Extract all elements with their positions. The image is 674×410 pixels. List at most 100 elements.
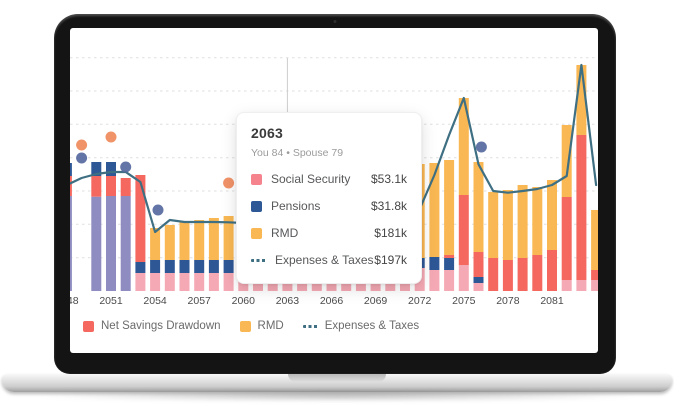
bar-segment-net[interactable] [91, 176, 102, 197]
x-axis-tick-label: 2078 [496, 295, 520, 307]
x-axis-tick-label: 2063 [276, 295, 300, 307]
bar-segment-pensions[interactable] [444, 258, 455, 270]
tooltip-row-label: Pensions [271, 199, 321, 213]
bar-segment-net[interactable] [547, 250, 557, 291]
laptop-camera-dot [333, 20, 337, 23]
dashed-line-swatch-icon [302, 324, 318, 328]
bar-segment-net[interactable] [517, 258, 528, 291]
bar-segment-net[interactable] [120, 178, 131, 196]
x-axis-tick-label: 2060 [232, 295, 256, 307]
bar-segment-ss[interactable] [444, 270, 455, 291]
x-axis-tick-label: 2051 [99, 295, 123, 307]
legend-item[interactable]: Expenses & Taxes [302, 320, 419, 332]
bar-segment-rmd[interactable] [502, 190, 513, 260]
bar-segment-rmd[interactable] [547, 180, 557, 250]
legend-item-label: RMD [257, 320, 284, 332]
bar-segment-rmd[interactable] [532, 187, 543, 255]
scatter-dot-orange [76, 139, 88, 151]
laptop-screen: 2048 2051 2054 2057 2060 2063 2066 2069 2072 2075… [70, 28, 598, 353]
bar-segment-rmd[interactable] [179, 222, 190, 260]
bar-segment-rmd[interactable] [223, 216, 234, 260]
legend-item[interactable]: Net Savings Drawdown [83, 320, 221, 332]
bar-segment-net[interactable] [532, 255, 543, 291]
bar-segment-net[interactable] [106, 176, 116, 196]
x-axis-tick-label: 2048 [70, 295, 79, 307]
bar-segment-rmd[interactable] [488, 192, 499, 258]
laptop-shadow [36, 391, 638, 401]
bar-segment-pensions[interactable] [223, 260, 234, 273]
bar-segment-pensions[interactable] [135, 262, 146, 273]
legend-item-label: Net Savings Drawdown [101, 320, 221, 332]
bar-segment-purple[interactable] [91, 196, 102, 292]
rmd-swatch-icon [239, 320, 251, 332]
bar-segment-pensions[interactable] [473, 277, 484, 283]
bar-segment-net[interactable] [488, 258, 499, 291]
bar-segment-rmd[interactable] [429, 163, 440, 257]
bar-segment-ss[interactable] [591, 280, 598, 291]
bar-segment-ss[interactable] [429, 270, 440, 291]
tooltip-row-label: RMD [271, 226, 299, 240]
bar-segment-rmd[interactable] [576, 65, 587, 135]
bar-segment-rmd[interactable] [473, 162, 484, 252]
legend-item[interactable]: RMD [239, 320, 284, 332]
bar-segment-pensions[interactable] [164, 260, 175, 273]
chart-tooltip: 2063 You 84 • Spouse 79 Social Security $… [236, 112, 422, 284]
x-axis-tick-label: 2066 [320, 295, 344, 307]
x-axis-tick-label: 2081 [540, 295, 564, 307]
bar-segment-ss[interactable] [179, 273, 190, 291]
bar-segment-ss[interactable] [194, 273, 205, 291]
bar-segment-pensions[interactable] [70, 163, 72, 176]
scatter-dots [76, 131, 487, 216]
bar-segment-net[interactable] [473, 252, 484, 277]
tooltip-row-value: $181k [374, 226, 407, 240]
bar-segment-rmd[interactable] [591, 210, 598, 270]
tooltip-row: Expenses & Taxes $197k [251, 253, 407, 267]
bar-segment-purple[interactable] [70, 196, 72, 291]
tooltip-rows: Social Security $53.1k Pensions $31.8k RMD $1… [251, 172, 407, 267]
bar-segment-rmd[interactable] [150, 228, 161, 260]
bar-segment-pensions[interactable] [429, 257, 440, 270]
bar-segment-purple[interactable] [120, 196, 131, 291]
chart-legend: Net Savings Drawdown RMD Expenses & Taxes [83, 320, 419, 332]
bar-segment-pensions[interactable] [179, 260, 190, 273]
bar-segment-ss[interactable] [150, 273, 161, 291]
tooltip-row-label: Expenses & Taxes [275, 253, 374, 267]
bar-segment-ss[interactable] [208, 273, 219, 291]
tooltip-row-value: $197k [374, 253, 407, 267]
bar-segment-net[interactable] [576, 135, 587, 280]
bar-segment-ss[interactable] [135, 273, 146, 291]
bar-segment-net[interactable] [70, 176, 72, 196]
net-swatch-icon [83, 320, 94, 332]
laptop-base [2, 374, 672, 392]
bar-segment-ss[interactable] [164, 273, 175, 291]
bar-segment-rmd[interactable] [561, 125, 572, 197]
bar-segment-ss[interactable] [473, 283, 484, 291]
bar-segment-rmd[interactable] [208, 218, 219, 260]
bar-segment-ss[interactable] [561, 280, 572, 291]
bar-segment-purple[interactable] [106, 196, 116, 291]
bar-segment-net[interactable] [591, 270, 598, 280]
bar-segment-ss[interactable] [576, 280, 587, 291]
bar-segment-pensions[interactable] [150, 260, 161, 273]
bar-segment-pensions[interactable] [208, 260, 219, 273]
bar-segment-ss[interactable] [223, 273, 234, 291]
bar-segment-rmd[interactable] [194, 220, 205, 260]
scatter-dot-navy [120, 161, 132, 173]
bar-segment-net[interactable] [458, 195, 469, 265]
bar-segment-pensions[interactable] [106, 162, 116, 176]
x-axis-tick-label: 2069 [364, 295, 388, 307]
bar-segment-pensions[interactable] [194, 260, 205, 273]
ss-swatch-icon [251, 173, 262, 185]
bar-segment-net[interactable] [502, 260, 513, 291]
bar-segment-rmd[interactable] [444, 160, 455, 255]
bar-segment-net[interactable] [135, 175, 146, 262]
bar-segment-rmd[interactable] [458, 98, 469, 195]
bar-segment-net[interactable] [444, 255, 455, 258]
bar-segment-rmd[interactable] [517, 185, 528, 258]
bar-segment-rmd[interactable] [164, 225, 175, 260]
scatter-dot-orange [223, 177, 235, 189]
bar-segment-pensions[interactable] [91, 162, 102, 176]
bar-segment-ss[interactable] [458, 265, 469, 291]
bar-segment-net[interactable] [561, 197, 572, 280]
